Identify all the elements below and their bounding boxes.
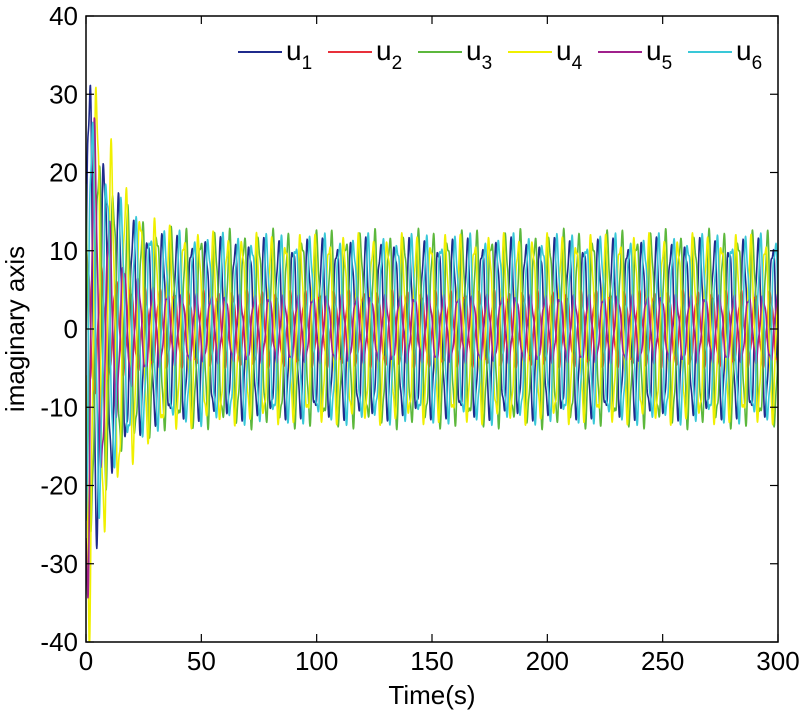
x-tick-label: 100 [295,646,338,676]
x-tick-label: 250 [641,646,684,676]
series-line-u3 [86,165,778,533]
y-tick-label: 20 [49,158,78,188]
y-tick-label: 0 [64,314,78,344]
y-tick-label: -20 [40,471,78,501]
y-tick-label: -10 [40,392,78,422]
ticks-layer: 0 50 100 150 200 250 300 -40 -30 -20 -10 0 10 20 30 40 [40,1,799,676]
legend-label-u2: u2 [376,35,402,74]
y-tick-label: -30 [40,549,78,579]
y-tick-label: 40 [49,1,78,31]
series-line-u4 [86,86,778,642]
legend-label-u1: u1 [286,35,312,74]
series-layer [86,84,778,642]
series-line-u6 [86,121,778,521]
legend-label-u5: u5 [646,35,672,74]
y-axis-label: imaginary axis [0,246,30,412]
x-axis-label: Time(s) [388,680,475,710]
x-tick-label: 200 [526,646,569,676]
legend: u1 u2 u3 u4 u5 u6 [238,35,762,74]
legend-label-u3: u3 [466,35,492,74]
x-tick-label: 150 [410,646,453,676]
y-tick-label: -40 [40,627,78,657]
legend-label-u4: u4 [556,35,583,74]
x-tick-label: 0 [79,646,93,676]
x-tick-label: 300 [756,646,799,676]
x-tick-label: 50 [187,646,216,676]
y-tick-label: 10 [49,236,78,266]
legend-label-u6: u6 [736,35,762,74]
y-tick-label: 30 [49,79,78,109]
